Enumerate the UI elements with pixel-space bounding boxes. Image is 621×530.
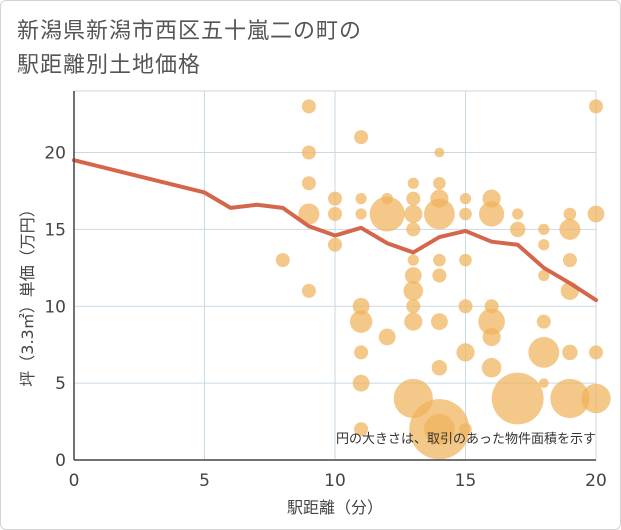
- axes: 0 5 10 15 20 0 5 10 15 20: [44, 91, 607, 491]
- bubble: [404, 204, 423, 224]
- bubble: [354, 345, 369, 360]
- bubble: [301, 283, 316, 298]
- x-tick-label: 20: [585, 471, 607, 491]
- bubble: [431, 313, 448, 331]
- trend-line: [72, 158, 598, 303]
- bubble: [456, 343, 475, 362]
- bubble: [403, 281, 424, 301]
- bubble: [301, 99, 316, 114]
- y-tick-label: 10: [44, 297, 66, 317]
- bubble: [369, 196, 405, 232]
- bubble: [458, 299, 473, 314]
- y-tick-label: 20: [44, 144, 66, 164]
- bubble: [275, 253, 290, 268]
- bubble: [381, 193, 393, 205]
- bubble: [536, 314, 551, 329]
- bubble: [587, 205, 605, 223]
- bubble: [550, 378, 590, 419]
- bubble: [434, 147, 445, 158]
- bubble: [328, 237, 342, 252]
- bubble: [328, 207, 342, 221]
- bubble: [407, 177, 419, 189]
- x-tick-label: 0: [69, 471, 80, 491]
- bubble: [538, 239, 550, 251]
- y-tick-label: 15: [44, 220, 66, 240]
- y-tick-label: 0: [55, 451, 66, 471]
- bubble: [538, 269, 550, 282]
- bubble: [406, 299, 421, 314]
- trend-line-group: [72, 158, 598, 303]
- bubble-series: [275, 99, 611, 460]
- x-tick-label: 5: [199, 471, 210, 491]
- bubble: [589, 99, 603, 114]
- bubble: [459, 207, 472, 221]
- x-axis-label: 駅距離（分）: [287, 498, 383, 517]
- bubble: [459, 193, 472, 205]
- bubble: [424, 198, 455, 230]
- bubble: [355, 193, 367, 205]
- bubble: [479, 201, 505, 227]
- y-axis-label: 坪（3.3㎡）単価（万円）: [18, 201, 37, 386]
- bubble: [482, 327, 501, 347]
- bubble: [459, 422, 472, 436]
- bubble: [301, 176, 316, 191]
- bubble: [491, 372, 544, 425]
- bubble: [563, 207, 577, 221]
- bubble: [432, 268, 447, 283]
- bubble: [404, 312, 423, 331]
- bubble: [528, 336, 560, 368]
- bubble: [355, 208, 367, 220]
- bubble: [538, 223, 550, 235]
- bubble: [349, 310, 373, 333]
- bubble: [433, 176, 446, 190]
- bubble-size-note: 円の大きさは、取引のあった物件面積を示す: [336, 432, 596, 447]
- bubble: [589, 345, 603, 360]
- bubble: [298, 203, 320, 225]
- bubble: [352, 374, 370, 392]
- x-tick-label: 15: [455, 471, 477, 491]
- bubble: [510, 221, 526, 238]
- bubble: [478, 308, 505, 335]
- bubble: [378, 328, 396, 346]
- bubble: [559, 218, 581, 240]
- y-tick-label: 5: [55, 374, 66, 394]
- bubble: [424, 413, 455, 445]
- bubble: [481, 357, 502, 378]
- bubble: [406, 222, 421, 237]
- bubble: [354, 130, 369, 145]
- bubble: [407, 254, 419, 266]
- bubble: [459, 253, 472, 267]
- bubble: [538, 378, 549, 389]
- chart-title-line-1: 新潟県新潟市西区五十嵐二の町の: [17, 19, 363, 44]
- bubble: [512, 208, 524, 220]
- x-tick-label: 10: [324, 471, 346, 491]
- bubble: [352, 297, 370, 315]
- bubble: [354, 422, 369, 437]
- bubble: [581, 383, 611, 414]
- bubble: [431, 360, 448, 376]
- bubble: [562, 344, 578, 361]
- chart-title-line-2: 駅距離別土地価格: [17, 53, 202, 78]
- bubble: [433, 253, 446, 267]
- bubble: [406, 191, 421, 206]
- chart-title: 新潟県新潟市西区五十嵐二の町の 駅距離別土地価格: [17, 15, 362, 83]
- bubble: [301, 145, 316, 160]
- bubble: [562, 253, 577, 268]
- bubble: [404, 267, 422, 284]
- bubble: [328, 191, 342, 206]
